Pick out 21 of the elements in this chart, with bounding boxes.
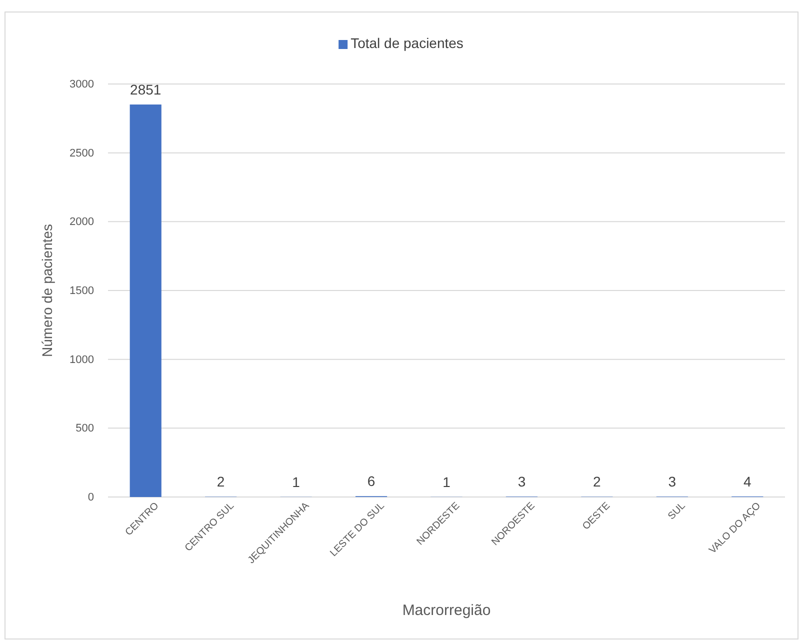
- data-label: 4: [743, 473, 752, 490]
- y-tick-label: 500: [76, 422, 94, 435]
- data-label: 2851: [130, 82, 162, 98]
- data-label: 3: [668, 474, 676, 490]
- y-axis-title: Número de pacientes: [39, 224, 55, 358]
- data-label: 2: [216, 474, 225, 490]
- data-label: 1: [292, 474, 300, 490]
- data-label: 2: [593, 474, 602, 490]
- bar: [130, 104, 162, 497]
- y-tick-label: 2500: [70, 147, 94, 160]
- y-tick-label: 1000: [70, 354, 94, 366]
- y-tick-label: 0: [88, 492, 94, 504]
- data-label: 6: [367, 473, 376, 490]
- y-tick-label: 1500: [70, 285, 94, 298]
- x-tick-label: SUL: [666, 500, 688, 522]
- y-tick-label: 3000: [70, 78, 94, 91]
- data-label: 1: [442, 474, 451, 490]
- y-tick-label: 2000: [70, 216, 94, 228]
- legend-label: Total de pacientes: [350, 35, 464, 51]
- x-axis-title: Macrorregião: [402, 602, 491, 619]
- data-label: 3: [518, 474, 526, 490]
